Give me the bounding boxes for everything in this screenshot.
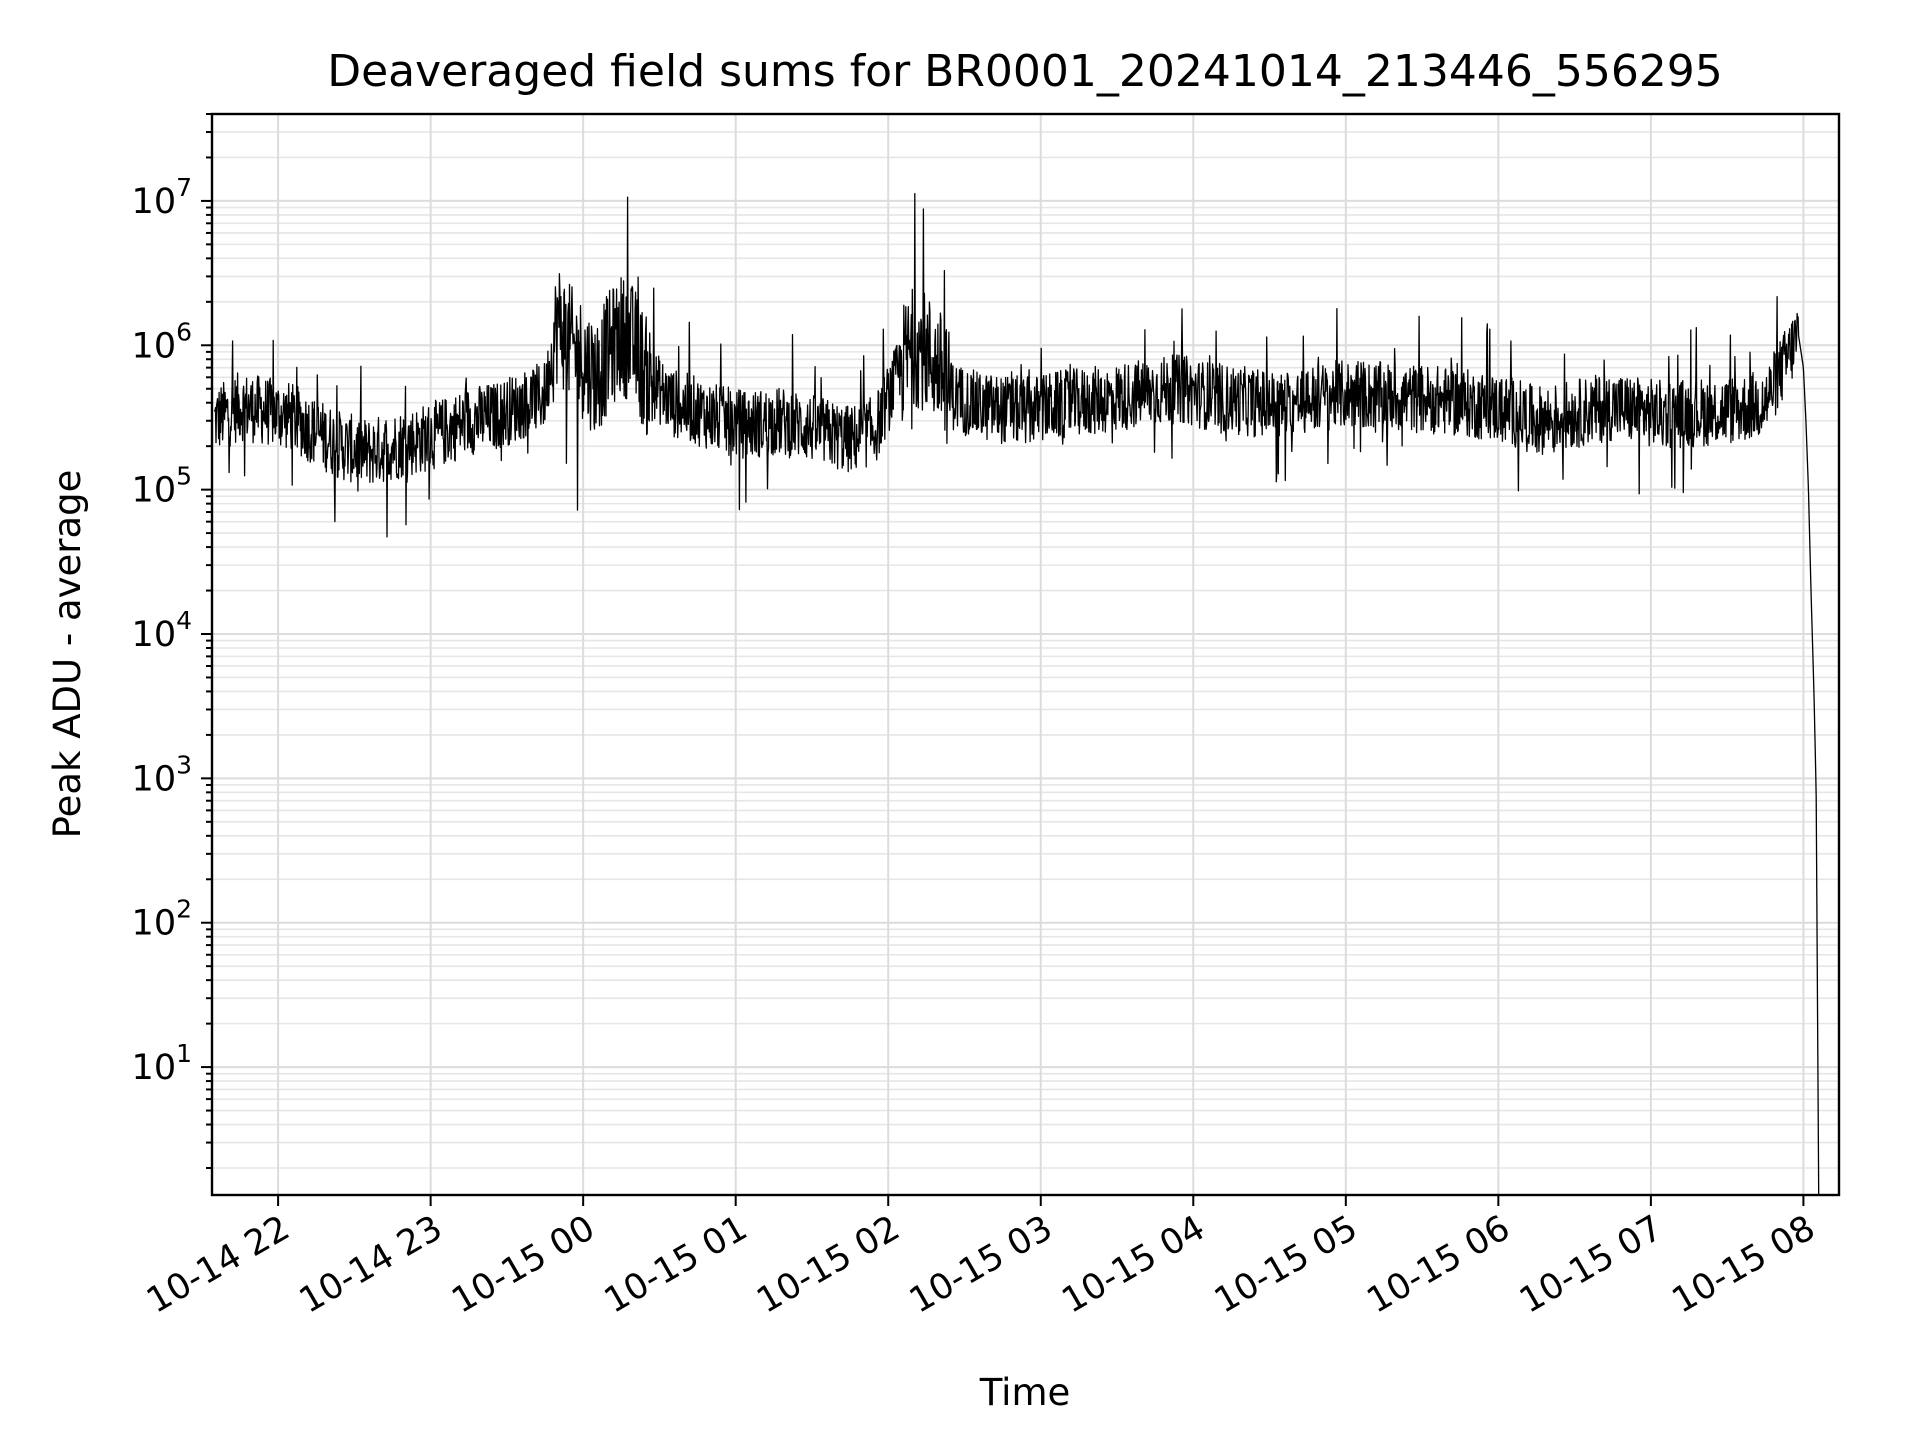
y-tick-label: 101 xyxy=(132,1039,192,1088)
x-tick-label: 10-14 23 xyxy=(293,1208,449,1321)
y-tick-labels: 101 102 103 104 105 106 107 xyxy=(132,173,192,1088)
grid xyxy=(212,113,1839,1195)
x-tick-label: 10-15 08 xyxy=(1666,1208,1822,1321)
x-tick-label: 10-15 04 xyxy=(1055,1208,1211,1321)
x-tick-label: 10-15 05 xyxy=(1208,1208,1364,1321)
y-tick-label: 106 xyxy=(132,317,192,366)
y-tick-label: 103 xyxy=(132,750,192,799)
x-tick-label: 10-14 22 xyxy=(140,1208,296,1321)
x-tick-label: 10-15 00 xyxy=(445,1208,601,1321)
y-tick-label: 105 xyxy=(132,462,192,511)
chart-title: Deaveraged field sums for BR0001_2024101… xyxy=(327,46,1723,97)
y-tick-label: 107 xyxy=(132,173,192,222)
x-axis-label: Time xyxy=(979,1371,1071,1414)
y-tick-label: 102 xyxy=(132,895,192,944)
y-axis-label: Peak ADU - average xyxy=(46,470,89,839)
x-tick-label: 10-15 01 xyxy=(598,1208,754,1321)
x-tick-label: 10-15 03 xyxy=(903,1208,1059,1321)
axis-ticks xyxy=(201,113,1805,1206)
x-tick-label: 10-15 07 xyxy=(1513,1208,1669,1321)
x-tick-label: 10-15 06 xyxy=(1361,1208,1517,1321)
series-line xyxy=(213,192,1820,1196)
x-tick-label: 10-15 02 xyxy=(750,1208,906,1321)
y-tick-label: 104 xyxy=(132,606,192,655)
plot-frame xyxy=(210,112,1841,1197)
